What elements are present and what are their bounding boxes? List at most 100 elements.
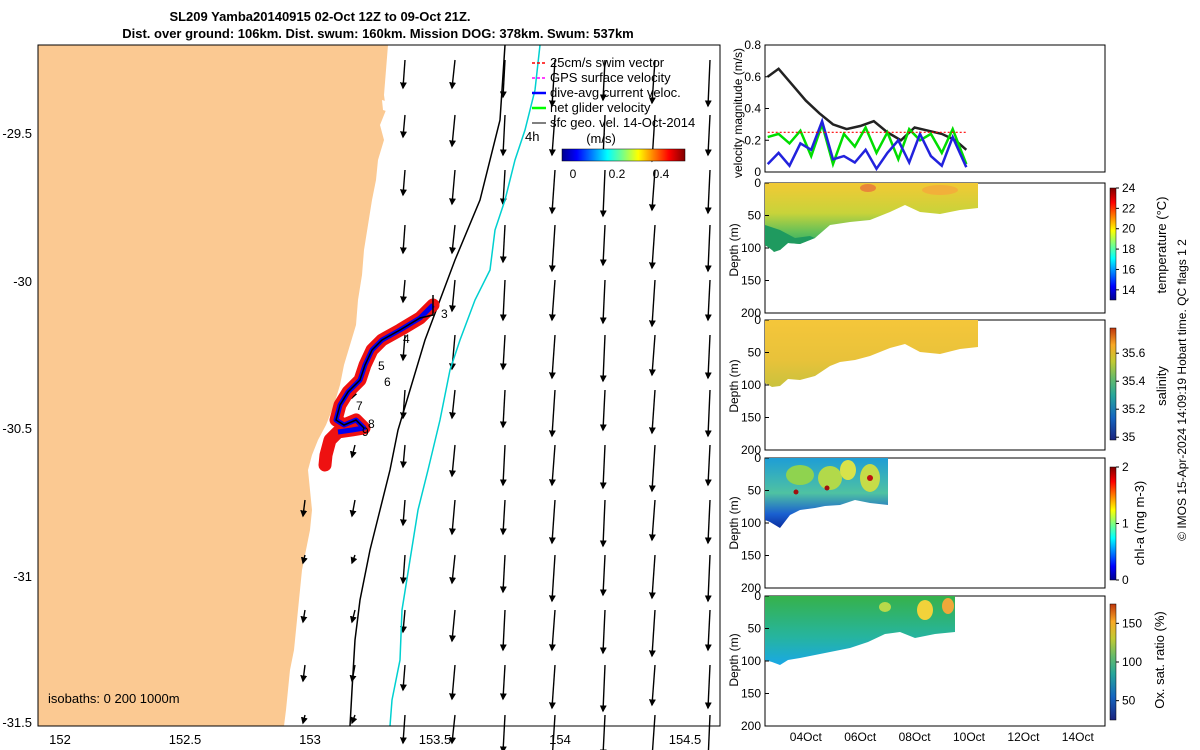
geo-velocity-arrow — [300, 664, 308, 683]
geo-velocity-arrow — [399, 334, 407, 362]
geo-velocity-arrow — [548, 59, 556, 108]
map-ytick--30.5: -30.5 — [2, 421, 32, 436]
depth-tick-label: 50 — [748, 346, 762, 360]
geo-velocity-arrow — [349, 499, 357, 518]
geo-velocity-arrow — [599, 389, 607, 432]
geo-velocity-arrow — [704, 279, 712, 322]
geo-velocity-arrow — [704, 334, 712, 380]
colorbar-tick-0.4: 0.4 — [653, 167, 670, 181]
geo-velocity-arrow — [599, 554, 607, 597]
geo-velocity-arrow — [648, 59, 656, 105]
geo-velocity-arrow — [648, 444, 656, 493]
map-xtick-152.5: 152.5 — [169, 732, 202, 747]
geo-velocity-arrow — [400, 444, 407, 469]
geo-velocity-arrow — [704, 59, 712, 108]
geo-velocity-arrow — [449, 279, 457, 313]
salinity-panel: Depth (m) 0 50 100 150 200 35 35.2 35.4 35.6 sa… — [727, 313, 1169, 457]
map-panel: 3 4 5 6 7 8 9 25cm/s swim vector GPS sur… — [2, 44, 721, 750]
geo-velocity-arrow — [704, 444, 712, 487]
chla-hotspot — [793, 489, 799, 495]
depth-tick-label: 200 — [741, 719, 761, 733]
map-xtick-154: 154 — [549, 732, 571, 747]
depth-tick-label: 150 — [741, 549, 761, 563]
depth-tick-label: 150 — [741, 274, 761, 288]
time-axis: 04Oct 06Oct 08Oct 10Oct 12Oct 14Oct — [790, 730, 1095, 744]
velocity-series-line — [766, 117, 968, 172]
geo-velocity-arrow — [599, 169, 607, 218]
geo-velocity-arrow — [704, 169, 712, 215]
time-tick-label: 04Oct — [790, 730, 823, 744]
map-xtick-153.5: 153.5 — [419, 732, 452, 747]
time-tick-label: 10Oct — [953, 730, 986, 744]
geo-velocity-arrow — [449, 114, 457, 148]
time-tick-label: 06Oct — [844, 730, 877, 744]
day-marker-4: 4 — [403, 332, 410, 346]
geo-velocity-arrow — [449, 444, 457, 478]
colorbar-tick-label: 150 — [1122, 616, 1142, 630]
geo-velocity-arrows — [300, 59, 712, 750]
figure-title-line2: Dist. over ground: 106km. Dist. swum: 16… — [122, 26, 634, 41]
geo-velocity-arrow — [704, 389, 712, 438]
geo-velocity-arrow — [499, 114, 507, 157]
velocity-series-line — [766, 67, 968, 151]
colorbar-tick-0: 0 — [570, 167, 577, 181]
geo-velocity-arrow — [349, 609, 357, 624]
legend-geo-vel: sfc geo. vel. 14-Oct-2014 — [550, 115, 695, 130]
map-frame — [37, 44, 721, 727]
depth-tick-label: 200 — [741, 443, 761, 457]
geo-velocity-arrow — [648, 334, 656, 377]
geo-velocity-arrow — [449, 554, 457, 585]
salinity-depth-ticks: 0 50 100 150 200 — [741, 313, 769, 457]
geo-velocity-arrow — [400, 609, 407, 634]
colorbar-tick-label: 22 — [1122, 201, 1136, 215]
velocity-panel: 0 0.2 0.4 0.6 0.8 velocity magnitude (m/s) — [731, 38, 1106, 179]
colorbar-tick-label: 16 — [1122, 262, 1136, 276]
geo-velocity-arrow — [499, 169, 507, 206]
day-marker-3: 3 — [441, 307, 448, 321]
geo-velocity-arrow — [707, 714, 711, 750]
chla-hotspot — [867, 475, 873, 481]
geo-velocity-arrow — [399, 499, 407, 527]
day-marker-8: 8 — [368, 417, 375, 431]
depth-tick-label: 100 — [741, 378, 761, 392]
geo-velocity-arrow — [548, 114, 556, 157]
chla-patch — [840, 460, 856, 480]
colorbar-tick-label: 35.2 — [1122, 402, 1146, 416]
map-ytick--29.5: -29.5 — [2, 126, 32, 141]
geo-velocity-arrow — [449, 609, 457, 643]
depth-tick-label: 150 — [741, 687, 761, 701]
geo-velocity-arrow — [300, 554, 308, 565]
legend-dive-avg: dive-avg current veloc. — [550, 85, 681, 100]
geo-velocity-arrow — [399, 664, 407, 692]
legend-gps-velocity: GPS surface velocity — [550, 70, 671, 85]
map-xtick-152: 152 — [49, 732, 71, 747]
temperature-section-bottom — [765, 225, 815, 252]
chla-depth-ticks: 0 50 100 150 200 — [741, 451, 769, 595]
geo-velocity-arrow — [548, 334, 556, 380]
geo-velocity-arrow — [704, 499, 712, 545]
geo-velocity-arrow — [350, 714, 358, 725]
geo-velocity-arrow — [400, 279, 407, 304]
depth-tick-label: 50 — [748, 484, 762, 498]
colorbar-tick-label: 1 — [1122, 517, 1129, 531]
colorbar-tick-label: 24 — [1122, 181, 1136, 195]
oxygen-patch — [917, 600, 933, 620]
depth-tick-label: 150 — [741, 411, 761, 425]
geo-velocity-arrow — [648, 279, 656, 328]
chla-cbar-label: chl-a (mg m-3) — [1132, 481, 1147, 566]
geo-velocity-arrow — [300, 609, 308, 624]
chla-panel: Depth (m) 0 50 100 150 200 0 1 2 chl-a (mg m-3… — [727, 451, 1147, 595]
geo-velocity-arrow — [599, 59, 607, 102]
geo-velocity-arrow — [648, 389, 656, 435]
geo-velocity-arrow — [548, 389, 556, 438]
map-xtick-153: 153 — [299, 732, 321, 747]
isobaths-label: isobaths: 0 200 1000m — [48, 691, 180, 706]
glider-track-line — [335, 295, 434, 429]
geo-velocity-arrow — [499, 444, 507, 487]
depth-tick-label: 100 — [741, 654, 761, 668]
velocity-ytick-label: 0.4 — [744, 102, 761, 116]
colorbar-tick-label: 35 — [1122, 430, 1136, 444]
time-tick-label: 12Oct — [1007, 730, 1040, 744]
geo-velocity-arrow — [548, 609, 556, 652]
geo-velocity-arrow — [548, 664, 556, 710]
